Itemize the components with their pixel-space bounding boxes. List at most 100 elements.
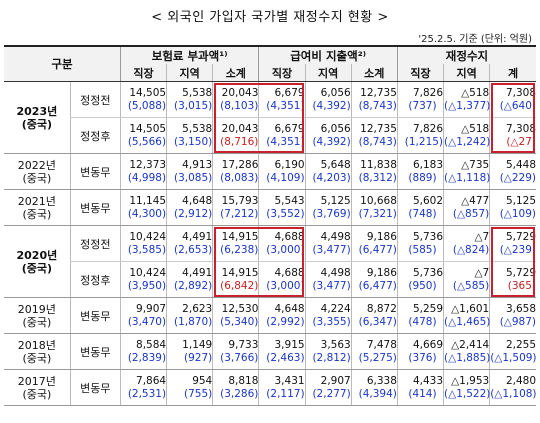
value-cell: △1,953 (△1,522) [443,369,490,406]
value-cell: 12,735 (8,743) [350,117,398,154]
value-cell: 12,373 (4,998) [119,153,167,190]
value-paren: (8,083) [220,171,259,184]
status-tag: 정정후 [69,261,121,298]
value-main: △2,414 [451,339,490,351]
status-tag: 정정후 [69,117,121,154]
value-main: 6,056 [320,123,351,135]
value-cell: 5,538 (3,150) [166,117,213,154]
value-main: 3,431 [274,375,305,387]
value-paren: (3,477) [312,279,351,292]
value-paren: (3,286) [220,387,259,400]
value-main: 3,563 [320,339,351,351]
value-cell: 4,498 (3,477) [304,225,352,262]
value-main: 7,478 [366,339,397,351]
value-cell: 5,729 (△239) [489,225,536,262]
value-cell: △7 (△824) [443,225,490,262]
value-main: 20,043 [221,123,259,135]
value-main: 14,915 [221,231,259,243]
value-paren: (3,766) [220,351,259,364]
value-main: 15,793 [221,195,259,207]
value-main: 9,907 [136,303,167,315]
value-paren: (△109) [499,207,536,220]
value-cell: 6,679 (4,351) [258,117,306,154]
header-sub: 소계 [350,64,398,82]
value-paren: (5,566) [127,135,167,148]
value-main: 5,543 [274,195,305,207]
value-main: 6,679 [274,123,305,135]
value-main: △477 [461,195,490,207]
value-paren: (3,769) [312,207,351,220]
value-main: 10,424 [129,231,167,243]
value-main: 8,818 [228,375,259,387]
value-paren: (8,716) [220,135,259,148]
value-paren: (△1,118) [444,171,491,184]
value-paren: (3,085) [173,171,213,184]
value-paren: (△824) [452,243,490,256]
value-paren: (365) [507,279,536,292]
value-cell: 4,648 (2,912) [166,189,213,226]
value-main: △518 [461,123,490,135]
value-main: 7,864 [136,375,167,387]
value-paren: (2,531) [127,387,167,400]
year-label: 2021년 [17,194,56,208]
year-label: 2023년 [16,104,58,118]
value-paren: (6,842) [220,279,259,292]
value-cell: 954 (755) [166,369,213,406]
value-paren: (3,950) [127,279,167,292]
value-main: 4,491 [182,267,213,279]
value-cell: △2,414 (△1,885) [443,333,490,370]
status-tag: 변동무 [69,153,121,190]
value-paren: (6,477) [358,279,397,292]
value-paren: (414) [408,387,437,400]
value-paren: (6,347) [358,315,397,328]
value-cell: 5,448 (△229) [489,153,536,190]
value-main: 5,125 [320,195,351,207]
year-cell: 2023년 (중국) [4,81,71,154]
country-label: (중국) [22,315,52,329]
value-cell: 14,505 (5,088) [119,81,167,118]
value-main: 6,190 [274,159,305,171]
value-cell: 7,308 (△640) [489,81,536,118]
value-cell: 6,190 (4,109) [258,153,306,190]
header-sub: 직장 [258,64,306,82]
value-paren: (3,477) [312,243,351,256]
value-cell: 5,538 (3,015) [166,81,213,118]
year-cell: 2022년 (중국) [4,153,71,190]
value-paren: (△640) [499,99,536,112]
value-paren: (6,477) [358,243,397,256]
value-cell: 4,433 (414) [396,369,444,406]
value-cell: △7 (△585) [443,261,490,298]
value-paren: (2,892) [173,279,213,292]
value-main: 5,648 [320,159,351,171]
value-paren: (3,585) [127,243,167,256]
value-main: 2,255 [505,339,536,351]
header-gubun: 구분 [4,45,121,82]
header-benefit: 급여비 지출액²⁾ [258,45,398,64]
value-cell: 4,491 (2,892) [166,261,213,298]
value-cell: 2,623 (1,870) [166,297,213,334]
value-cell: △1,601 (△1,465) [443,297,490,334]
value-paren: (4,394) [358,387,397,400]
value-cell: 6,679 (4,351) [258,81,306,118]
value-cell: 5,729 (365) [489,261,536,298]
year-label: 2017년 [17,374,56,388]
header-sub: 직장 [119,64,167,82]
value-cell: 3,658 (△987) [489,297,536,334]
value-paren: (△987) [499,315,536,328]
header-premium: 보험료 부과액¹⁾ [119,45,259,64]
status-tag: 변동무 [69,369,121,406]
value-main: △518 [461,87,490,99]
header-sub: 지역 [443,64,490,82]
value-main: 1,149 [182,339,213,351]
year-cell: 2019년 (중국) [4,297,71,334]
value-cell: 5,736 (950) [396,261,444,298]
value-cell: 4,913 (3,085) [166,153,213,190]
value-paren: (4,392) [312,99,351,112]
value-main: 7,826 [412,123,444,135]
value-main: 6,338 [366,375,397,387]
value-main: 5,736 [412,267,444,279]
value-main: 5,538 [182,87,213,99]
value-cell: 1,149 (927) [166,333,213,370]
value-cell: 4,491 (2,653) [166,225,213,262]
value-main: 5,125 [505,195,536,207]
